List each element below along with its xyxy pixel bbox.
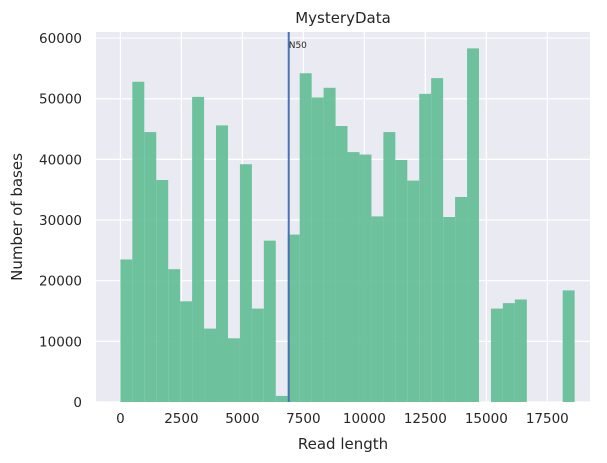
histogram-bar xyxy=(311,97,324,403)
x-tick-label: 12500 xyxy=(404,411,447,427)
histogram-bar xyxy=(251,308,264,402)
x-tick-label: 5000 xyxy=(225,411,259,427)
histogram-bar xyxy=(227,338,240,402)
histogram-bar xyxy=(431,78,444,402)
histogram-bar xyxy=(192,96,205,402)
histogram-bar xyxy=(514,299,527,402)
histogram-bar xyxy=(347,152,360,402)
histogram-bar xyxy=(275,395,288,402)
x-axis-label: Read length xyxy=(298,435,388,453)
histogram-bar xyxy=(180,301,193,402)
histogram-bar xyxy=(204,328,217,402)
x-tick-label: 10000 xyxy=(343,411,386,427)
histogram-bar xyxy=(263,240,276,402)
x-tick-label: 7500 xyxy=(286,411,320,427)
histogram-bar xyxy=(562,290,575,402)
n50-label: N50 xyxy=(289,41,307,51)
histogram-bar xyxy=(299,73,312,402)
y-tick-label: 10000 xyxy=(39,334,82,350)
y-tick-label: 30000 xyxy=(39,213,82,229)
histogram-bar xyxy=(395,159,408,402)
histogram-bar xyxy=(502,303,515,402)
histogram-bar xyxy=(335,126,348,403)
histogram-bar xyxy=(168,269,181,402)
y-tick-label: 40000 xyxy=(39,152,82,168)
histogram-bar xyxy=(407,180,420,402)
histogram-bar xyxy=(359,154,372,402)
histogram-bar xyxy=(443,217,456,402)
chart-title: MysteryData xyxy=(295,9,391,27)
histogram-bar xyxy=(156,180,169,402)
histogram-bar xyxy=(132,81,145,402)
histogram-bar xyxy=(490,308,503,402)
x-tick-label: 2500 xyxy=(164,411,198,427)
y-tick-labels: 0 10000 20000 30000 40000 50000 60000 xyxy=(39,31,82,411)
histogram-bar xyxy=(287,234,300,402)
histogram-bar xyxy=(216,125,228,402)
x-tick-label: 0 xyxy=(116,411,125,427)
y-tick-label: 0 xyxy=(73,395,82,411)
histogram-bar xyxy=(144,132,157,402)
y-axis-label: Number of bases xyxy=(8,153,26,281)
y-tick-label: 20000 xyxy=(39,274,82,290)
histogram-bar xyxy=(323,87,336,402)
histogram-bar xyxy=(383,132,396,402)
x-tick-labels: 0 2500 5000 7500 10000 12500 15000 17500 xyxy=(116,411,569,427)
histogram-bar xyxy=(455,196,468,402)
histogram-bar xyxy=(371,216,384,402)
x-tick-label: 15000 xyxy=(465,411,508,427)
histogram-bar xyxy=(120,259,133,402)
x-tick-label: 17500 xyxy=(526,411,569,427)
histogram-bar xyxy=(419,93,432,403)
bars xyxy=(120,48,575,403)
y-tick-label: 50000 xyxy=(39,92,82,108)
annotations: N50 xyxy=(287,32,307,402)
histogram-bar xyxy=(467,48,480,403)
y-tick-label: 60000 xyxy=(39,31,82,47)
histogram-bar xyxy=(239,164,252,402)
